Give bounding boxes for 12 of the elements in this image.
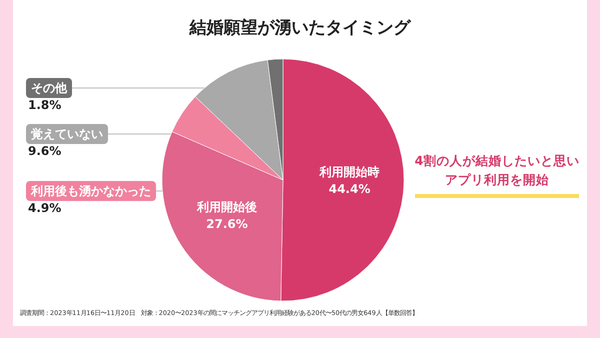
slice-label: 覚えていない: [31, 127, 103, 141]
text: 4割の人が結婚したいと思いアプリ利用を開始: [414, 153, 580, 187]
slice-label: 利用開始時: [320, 164, 380, 179]
slice-label: その他: [31, 81, 67, 95]
data-label: 9.6%: [28, 144, 62, 158]
slice-label: 利用後も湧かなかった: [31, 184, 151, 198]
data-label: 4.9%: [28, 201, 62, 215]
slice-label: 利用開始後: [197, 200, 257, 214]
data-label: 44.4%: [328, 182, 370, 196]
data-label: 1.8%: [28, 98, 62, 112]
data-label: 27.6%: [206, 216, 248, 231]
chart-title: 結婚願望が湧いたタイミング: [190, 18, 410, 38]
